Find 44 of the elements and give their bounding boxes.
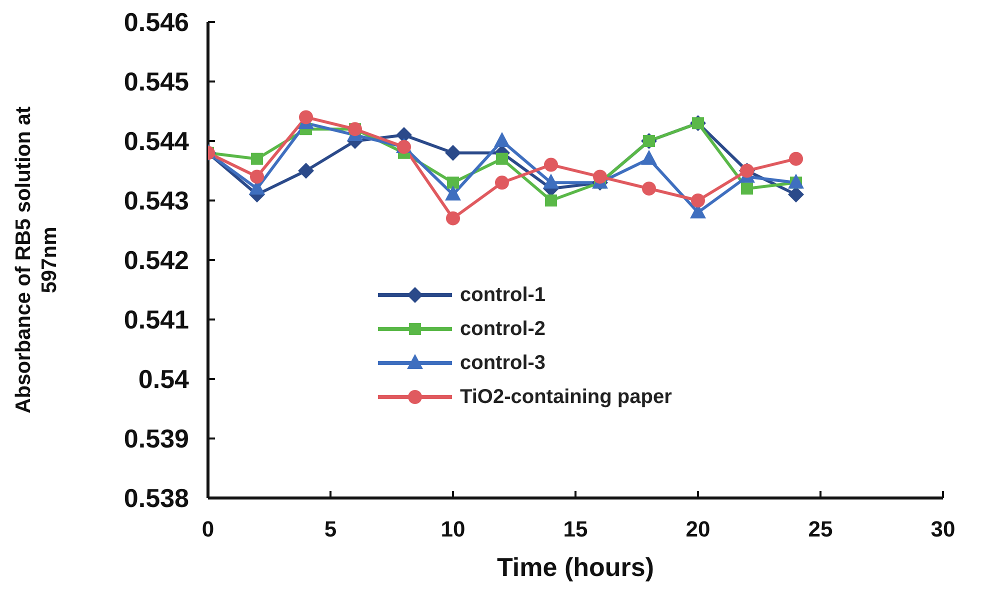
- point: [741, 182, 753, 195]
- y-tick-label: 0.541: [124, 304, 189, 335]
- point: [642, 182, 656, 196]
- x-tick-label: 15: [563, 516, 588, 542]
- point: [641, 150, 657, 165]
- point: [445, 144, 461, 161]
- point: [496, 152, 508, 165]
- point: [593, 170, 607, 184]
- point: [543, 174, 559, 189]
- y-tick-label: 0.543: [124, 186, 189, 216]
- y-tick-label: 0.539: [124, 424, 189, 454]
- x-axis-title: Time (hours): [497, 552, 654, 582]
- point: [298, 162, 314, 179]
- x-tick-label: 10: [440, 516, 466, 542]
- point: [299, 110, 313, 124]
- point: [445, 186, 461, 201]
- point: [789, 152, 803, 166]
- point: [251, 152, 263, 165]
- legend-label: control-3: [460, 351, 546, 376]
- legend-label: control-2: [460, 317, 546, 342]
- y-axis-title: Absorbance of RB5 solution at 597nm: [12, 106, 61, 414]
- point: [544, 158, 558, 172]
- y-tick-label: 0.542: [124, 245, 189, 276]
- x-tick-label: 30: [930, 516, 956, 542]
- y-tick-label: 0.544: [124, 126, 190, 156]
- legend-label: TiO2-containing paper: [460, 385, 672, 410]
- x-tick-label: 20: [686, 516, 710, 542]
- y-tick-label: 0.538: [124, 483, 189, 514]
- point: [788, 174, 804, 189]
- point: [788, 186, 804, 203]
- point: [691, 194, 705, 208]
- y-tick-label: 0.545: [124, 66, 189, 97]
- point: [495, 176, 509, 190]
- point: [447, 176, 459, 189]
- x-tick-label: 5: [324, 516, 337, 542]
- x-tick-label: 25: [808, 516, 833, 542]
- x-tick-label: 0: [202, 516, 214, 542]
- y-tick-label: 0.54: [138, 364, 190, 394]
- point: [250, 170, 264, 184]
- point: [446, 211, 460, 226]
- point: [545, 194, 557, 206]
- point: [494, 132, 510, 147]
- legend-label: control-1: [460, 283, 546, 308]
- y-tick-label: 0.546: [124, 7, 189, 38]
